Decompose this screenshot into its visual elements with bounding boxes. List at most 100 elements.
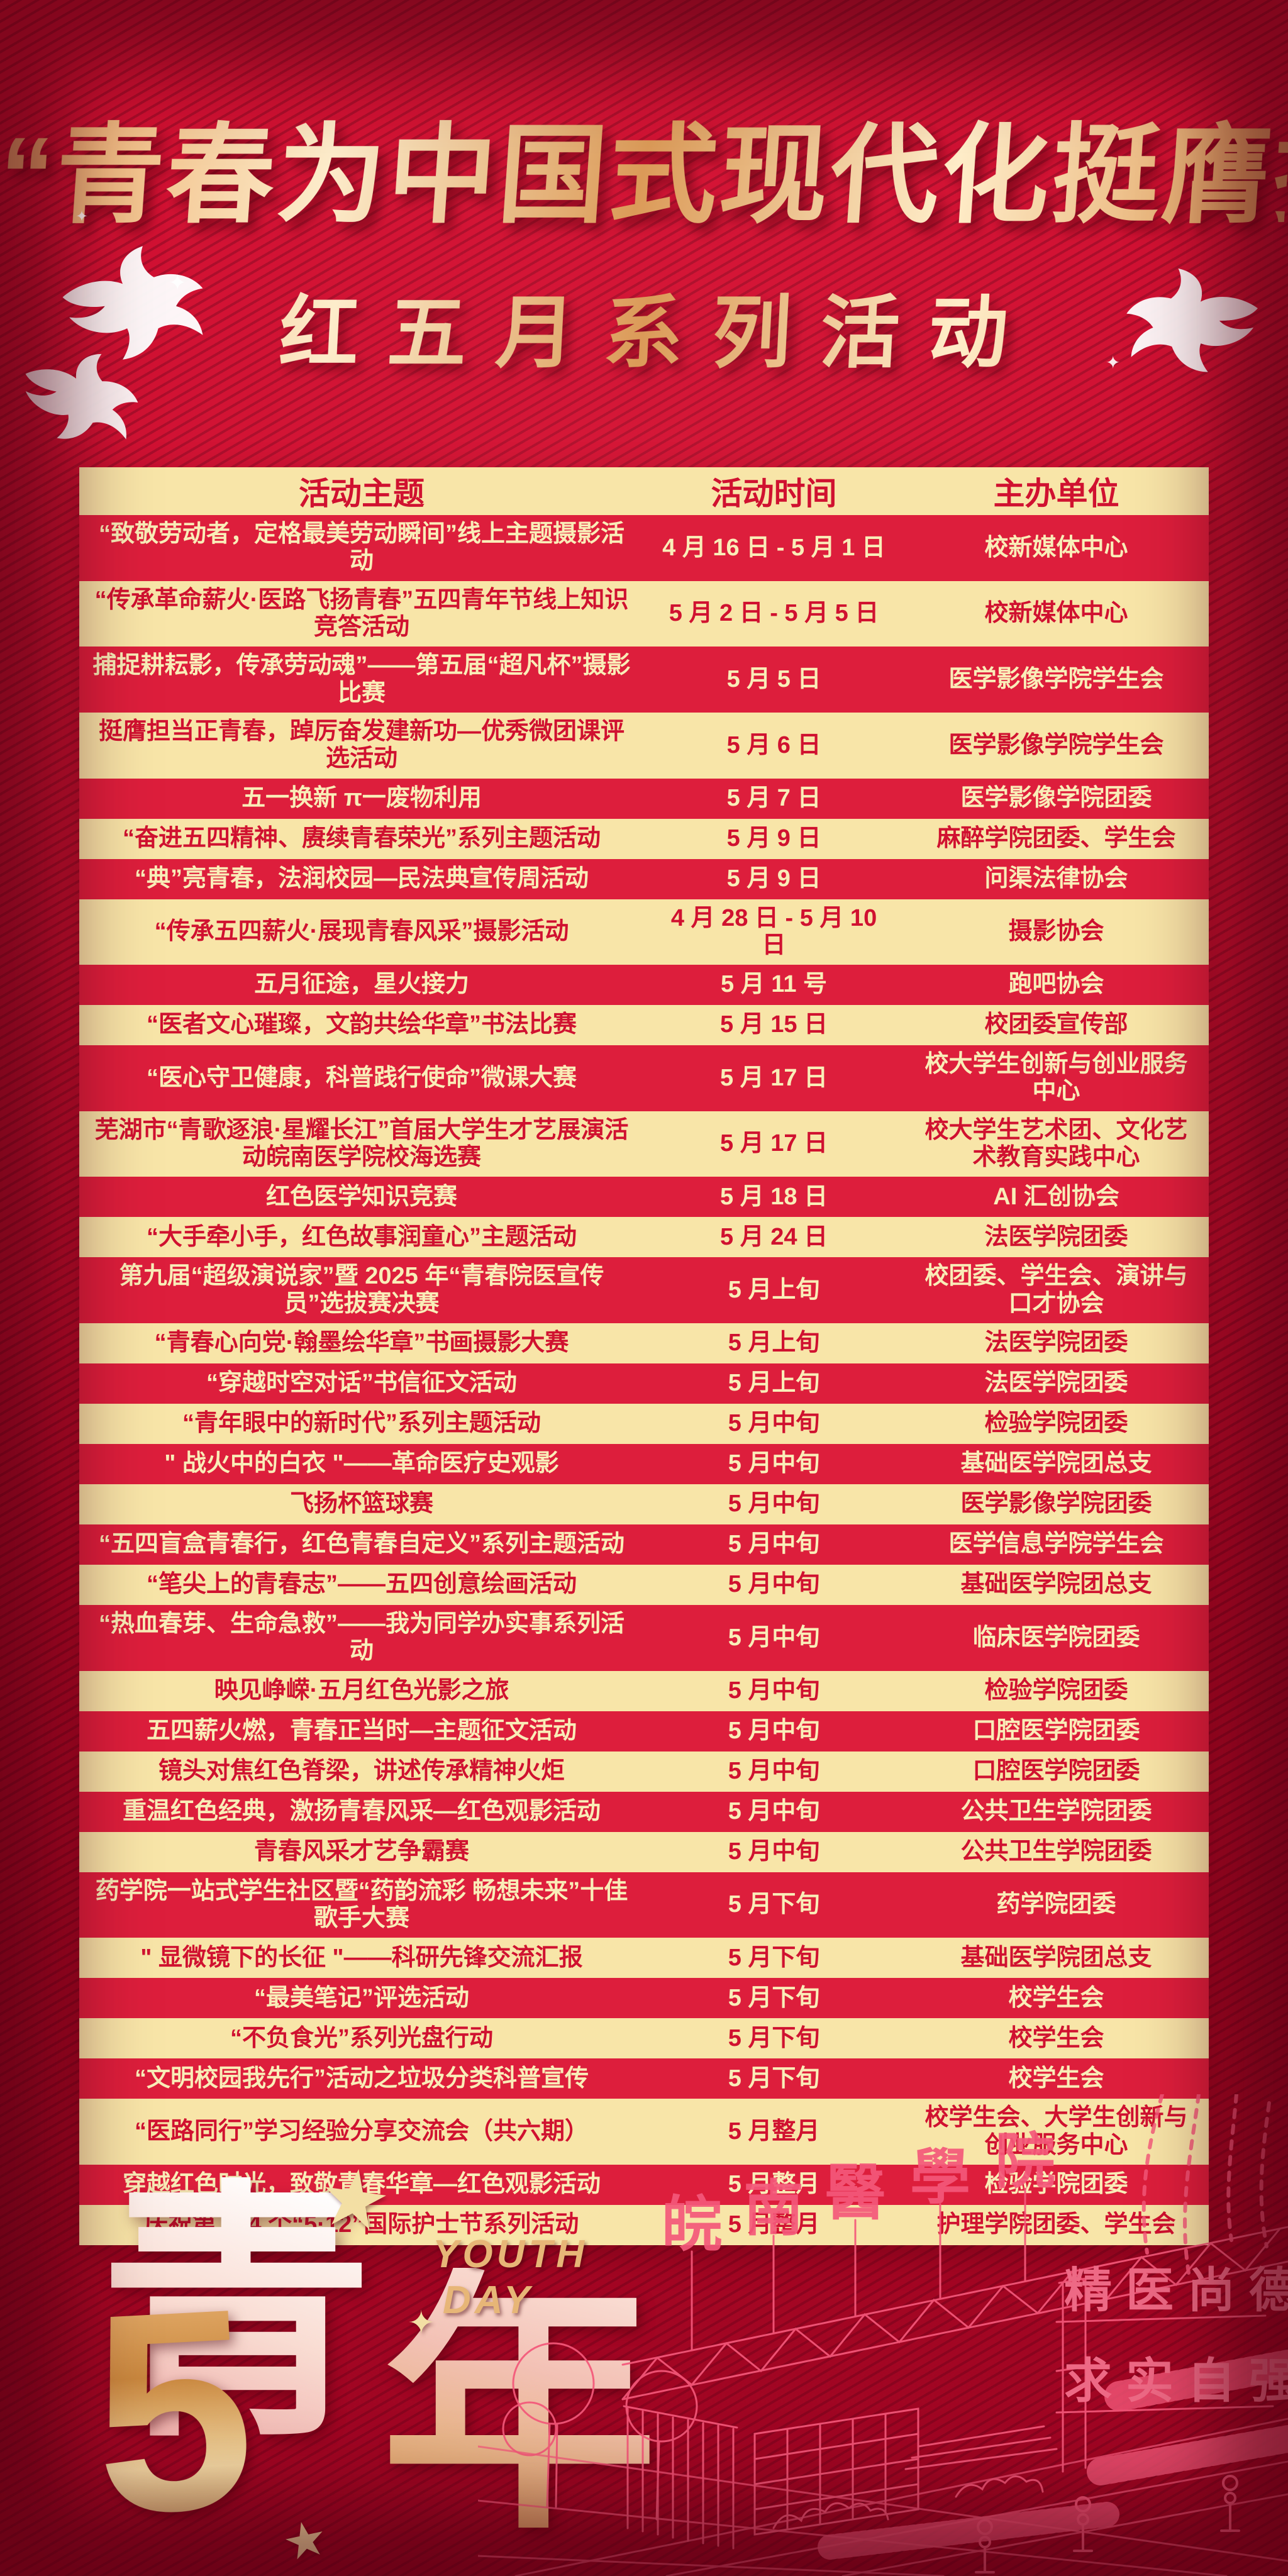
cell-time: 5 月中旬 — [728, 1677, 820, 1704]
school-sign-text: 皖 南 醫 學 院 — [662, 2128, 1055, 2258]
table-row: 镜头对焦红色脊梁，讲述传承精神火炬 5 月中旬 口腔医学院团委 — [79, 1751, 1209, 1792]
youth-label: YOUTH — [433, 2233, 588, 2276]
poster-title: “青春为中国式现代化挺膺担当” — [0, 87, 1288, 244]
cell-time: 5 月下旬 — [728, 1891, 820, 1918]
cell-organizer: 法医学院团委 — [984, 1330, 1128, 1357]
cell-time: 5 月中旬 — [728, 1450, 820, 1477]
table-row: “不负食光”系列光盘行动 5 月下旬 校学生会 — [79, 2018, 1209, 2059]
cell-organizer: 校团委宣传部 — [984, 1011, 1128, 1038]
cell-time: 5 月中旬 — [728, 1757, 820, 1784]
cell-organizer: AI 汇创协会 — [993, 1183, 1119, 1210]
cell-time: 5 月下旬 — [728, 2024, 820, 2051]
cell-organizer: 麻醉学院团委、学生会 — [936, 824, 1176, 852]
cell-time: 5 月上旬 — [728, 1277, 820, 1304]
cell-time: 5 月 24 日 — [720, 1223, 828, 1250]
table-row: “医者文心璀璨，文韵共绘华章”书法比赛 5 月 15 日 校团委宣传部 — [79, 1005, 1209, 1046]
cell-organizer: 基础医学院团总支 — [960, 1571, 1152, 1598]
cell-time: 5 月中旬 — [728, 1491, 820, 1518]
svg-text:皖: 皖 — [662, 2191, 722, 2258]
cell-organizer: 校学生会 — [1008, 2065, 1104, 2092]
cell-theme: 穿越红色时光，致敬青春华章—红色观影活动 — [79, 2165, 644, 2205]
table-row: 重温红色经典，激扬青春风采—红色观影活动 5 月中旬 公共卫生学院团委 — [79, 1791, 1209, 1832]
cell-time: 5 月整月 — [728, 2171, 820, 2198]
cell-theme: “文明校园我先行”活动之垃圾分类科普宣传 — [134, 2065, 589, 2092]
cell-theme: “致敬劳动者，定格最美劳动瞬间”线上主题摄影活动 — [98, 521, 625, 575]
cell-theme: “笔尖上的青春志”——五四创意绘画活动 — [146, 1571, 577, 1598]
cell-theme: 庆祝第 114 个“5·12”国际护士节系列活动 — [145, 2211, 579, 2238]
table-row: “医路同行”学习经验分享交流会（共六期） 5 月整月 校学生会、大学生创新与创业… — [79, 2099, 1209, 2165]
cell-time: 5 月中旬 — [728, 1838, 820, 1865]
cell-organizer: 检验学院团委 — [984, 1410, 1128, 1437]
cell-organizer: 检验学院团委 — [984, 1677, 1128, 1704]
star-icon: ★ — [277, 2508, 333, 2572]
cell-theme: 红色医学知识竞赛 — [265, 1183, 457, 1210]
table-row: “大手牵小手，红色故事润童心”主题活动 5 月 24 日 法医学院团委 — [79, 1217, 1209, 1258]
day-label: DAY — [443, 2279, 534, 2323]
table-row: 映见峥嵘·五月红色光影之旅 5 月中旬 检验学院团委 — [79, 1670, 1209, 1711]
cell-time: 5 月下旬 — [728, 2065, 820, 2092]
table-row: “热血春芽、生命急救”——我为同学办实事系列活动 5 月中旬 临床医学院团委 — [79, 1605, 1209, 1671]
cell-organizer: 医学信息学院学生会 — [948, 1531, 1164, 1558]
cell-theme: 青春风采才艺争霸赛 — [253, 1838, 469, 1865]
cell-theme: “热血春芽、生命急救”——我为同学办实事系列活动 — [98, 1611, 625, 1665]
cell-time: 5 月 6 日 — [726, 731, 821, 758]
cell-time: 5 月整月 — [728, 2118, 820, 2145]
cell-organizer: 护理学院团委、学生会 — [936, 2211, 1176, 2238]
star-icon: ★ — [312, 2150, 397, 2250]
cell-theme: “典”亮青春，法润校园—民法典宣传周活动 — [134, 865, 589, 892]
cell-organizer: 基础医学院团总支 — [960, 1450, 1152, 1477]
cell-organizer: 口腔医学院团委 — [972, 1757, 1140, 1784]
table-header-row: 活动主题 活动时间 主办单位 — [79, 467, 1209, 515]
cell-theme: 飞扬杯篮球赛 — [289, 1491, 433, 1518]
cell-time: 5 月上旬 — [728, 1370, 820, 1397]
cell-theme: “医心守卫健康，科普践行使命”微课大赛 — [146, 1064, 577, 1091]
logo-char-qing: 青 — [99, 2177, 374, 2451]
cell-theme: “大手牵小手，红色故事润童心”主题活动 — [146, 1223, 577, 1250]
table-row: 飞扬杯篮球赛 5 月中旬 医学影像学院团委 — [79, 1484, 1209, 1524]
cell-time: 5 月整月 — [728, 2211, 820, 2238]
cell-theme: “医路同行”学习经验分享交流会（共六期） — [134, 2118, 589, 2145]
svg-text:南: 南 — [743, 2175, 804, 2243]
cell-organizer: 公共卫生学院团委 — [960, 1797, 1152, 1824]
dove-icon — [1126, 268, 1258, 372]
cell-theme: “奋进五四精神、赓续青春荣光”系列主题活动 — [122, 824, 601, 852]
cell-organizer: 校大学生创新与创业服务中心 — [924, 1051, 1188, 1105]
table-row: “笔尖上的青春志”——五四创意绘画活动 5 月中旬 基础医学院团总支 — [79, 1565, 1209, 1605]
cell-organizer: 临床医学院团委 — [972, 1624, 1140, 1651]
cell-theme: 五一换新 π一废物利用 — [242, 784, 482, 811]
cell-organizer: 检验学院团委 — [984, 2171, 1128, 2198]
cell-theme: 映见峥嵘·五月红色光影之旅 — [214, 1677, 509, 1704]
activities-table: 活动主题 活动时间 主办单位 “致敬劳动者，定格最美劳动瞬间”线上主题摄影活动 … — [79, 467, 1209, 2245]
table-row: “青年眼中的新时代”系列主题活动 5 月中旬 检验学院团委 — [79, 1404, 1209, 1444]
cell-organizer: 校大学生艺术团、文化艺术教育实践中心 — [924, 1116, 1188, 1171]
cell-time: 5 月中旬 — [728, 1531, 820, 1558]
sparkle-icon: ✦ — [169, 271, 187, 295]
cell-time: 5 月中旬 — [728, 1410, 820, 1437]
cell-organizer: 医学影像学院学生会 — [948, 731, 1164, 758]
cell-theme: " 战火中的白衣 "——革命医疗史观影 — [164, 1450, 559, 1477]
cell-theme: “传承五四薪火·展现青春风采”摄影活动 — [154, 918, 569, 945]
cell-time: 5 月下旬 — [728, 1984, 820, 2011]
table-row: “致敬劳动者，定格最美劳动瞬间”线上主题摄影活动 4 月 16 日 - 5 月 … — [79, 515, 1209, 581]
table-row: “文明校园我先行”活动之垃圾分类科普宣传 5 月下旬 校学生会 — [79, 2058, 1209, 2099]
table-row: “五四盲盒青春行，红色青春自定义”系列主题活动 5 月中旬 医学信息学院学生会 — [79, 1524, 1209, 1565]
cell-organizer: 校团委、学生会、演讲与口才协会 — [924, 1263, 1188, 1317]
table-row: 青春风采才艺争霸赛 5 月中旬 公共卫生学院团委 — [79, 1831, 1209, 1872]
table-row: 芜湖市“青歌逐浪·星耀长江”首届大学生才艺展演活动皖南医学院校海选赛 5 月 1… — [79, 1111, 1209, 1177]
table-row: “传承革命薪火·医路飞扬青春”五四青年节线上知识竞答活动 5 月 2 日 - 5… — [79, 580, 1209, 647]
cell-theme: 重温红色经典，激扬青春风采—红色观影活动 — [122, 1797, 601, 1824]
cell-time: 5 月 9 日 — [726, 824, 821, 852]
table-row: 穿越红色时光，致敬青春华章—红色观影活动 5 月整月 检验学院团委 — [79, 2164, 1209, 2205]
youth-day-label: YOUTH DAY — [433, 2231, 588, 2323]
table-body: “致敬劳动者，定格最美劳动瞬间”线上主题摄影活动 4 月 16 日 - 5 月 … — [79, 515, 1209, 2245]
table-row: 捕捉耕耘影，传承劳动魂”——第五届“超凡杯”摄影比赛 5 月 5 日 医学影像学… — [79, 647, 1209, 713]
cell-theme: “穿越时空对话”书信征文活动 — [206, 1370, 517, 1397]
cell-time: 5 月 17 日 — [720, 1064, 828, 1091]
cell-theme: “传承革命薪火·医路飞扬青春”五四青年节线上知识竞答活动 — [94, 586, 629, 640]
cell-organizer: 法医学院团委 — [984, 1223, 1128, 1250]
campus-gate-sketch: 皖 南 醫 學 院 — [478, 2094, 1288, 2576]
cell-theme: 五四薪火燃，青春正当时—主题征文活动 — [146, 1717, 577, 1744]
cell-theme: 镜头对焦红色脊梁，讲述传承精神火炬 — [158, 1757, 565, 1784]
table-row: “青春心向党·翰墨绘华章”书画摄影大赛 5 月上旬 法医学院团委 — [79, 1323, 1209, 1363]
header-activity-theme: 活动主题 — [299, 476, 425, 511]
